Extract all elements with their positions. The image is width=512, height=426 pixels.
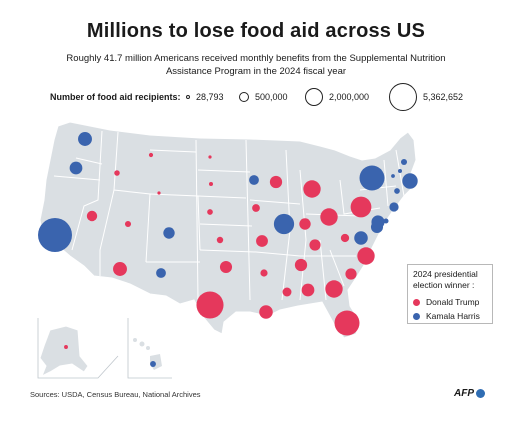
state-bubble-nc (357, 247, 375, 265)
color-legend-label: Donald Trump (426, 297, 480, 307)
source-note: Sources: USDA, Census Bureau, National A… (30, 390, 201, 399)
state-bubble-al (301, 283, 315, 297)
state-bubble-ks (216, 236, 224, 244)
size-legend-circle (305, 88, 323, 106)
state-bubble-co (163, 227, 175, 239)
size-legend-value: 2,000,000 (329, 92, 370, 102)
state-bubble-ma (402, 173, 418, 189)
state-bubble-de (383, 218, 389, 224)
afp-logo: AFP (454, 388, 485, 399)
size-legend: Number of food aid recipients: 28,793 50… (50, 80, 490, 114)
size-legend-item: 2,000,000 (305, 80, 369, 114)
state-bubble-ut (124, 220, 132, 228)
state-bubble-ms (282, 287, 292, 297)
color-legend-row: Kamala Harris (413, 309, 487, 323)
state-bubble-ne (207, 209, 213, 215)
map-title: Millions to lose food aid across US (86, 20, 426, 42)
state-bubble-sd (208, 181, 214, 187)
state-bubble-ny (359, 165, 385, 191)
state-bubble-ar (260, 269, 268, 277)
state-borders (53, 130, 405, 301)
state-bubble-wi (269, 175, 283, 189)
state-bubble-ga (325, 280, 343, 298)
color-legend-heading: 2024 presidential election winner : (413, 269, 478, 290)
size-legend-label: Number of food aid recipients: (50, 92, 181, 102)
state-bubble-ia (252, 204, 260, 212)
state-bubble-tx (196, 291, 224, 319)
state-bubble-wy (157, 191, 161, 195)
state-bubble-ri (394, 188, 400, 194)
color-legend: 2024 presidential election winner : Dona… (407, 264, 493, 324)
state-bubble-la (259, 305, 273, 319)
state-bubble-pa (350, 196, 372, 218)
state-bubble-wv (340, 233, 350, 243)
state-bubble-va (354, 231, 368, 245)
state-bubble-az (113, 262, 127, 276)
hawaii-shape (133, 338, 162, 370)
state-bubble-sc (345, 268, 357, 280)
state-bubble-id (114, 170, 120, 176)
state-bubble-mi (303, 180, 321, 198)
state-bubble-il (273, 213, 295, 235)
state-bubble-nm (156, 268, 166, 278)
state-bubble-wa (78, 132, 92, 146)
size-legend-value: 28,793 (196, 92, 224, 102)
state-bubble-nd (208, 155, 212, 159)
map-subtitle: Roughly 41.7 million Americans received … (66, 53, 446, 77)
state-bubble-ky (309, 239, 321, 251)
contiguous-us-shape (39, 121, 417, 339)
size-legend-item: 28,793 (186, 80, 224, 114)
afp-dot-icon (476, 389, 485, 398)
hawaii-inset-frame (127, 318, 172, 379)
state-bubble-or (69, 161, 83, 175)
state-bubble-mt (148, 152, 154, 158)
state-bubbles (38, 132, 418, 367)
state-bubble-tn (294, 258, 308, 272)
state-bubble-hi (150, 361, 156, 367)
color-legend-label: Kamala Harris (426, 311, 480, 321)
state-bubble-nh (397, 168, 403, 174)
state-bubble-nj (371, 215, 385, 229)
state-bubble-vt (391, 174, 395, 178)
size-legend-item: 5,362,652 (389, 80, 463, 114)
state-bubble-ok (219, 260, 233, 274)
state-bubble-ca (38, 218, 72, 252)
trump-swatch (413, 298, 420, 306)
afp-wordmark: AFP (454, 388, 474, 399)
state-bubble-fl (334, 310, 360, 336)
size-legend-circle (389, 83, 417, 111)
map-land (37, 121, 417, 379)
harris-swatch (413, 312, 420, 320)
state-bubble-mo (256, 235, 268, 247)
state-bubble-in (299, 218, 311, 230)
state-bubble-nv (86, 210, 98, 222)
state-bubble-mn (249, 175, 259, 185)
state-bubble-ak (64, 345, 68, 349)
size-legend-circle (239, 92, 249, 102)
state-bubble-ct (389, 202, 399, 212)
state-bubble-oh (320, 208, 338, 226)
alaska-inset-frame (37, 318, 119, 379)
alaska-shape (39, 325, 89, 378)
size-legend-item: 500,000 (239, 80, 288, 114)
color-legend-row: Donald Trump (413, 295, 487, 309)
state-bubble-me (400, 158, 408, 166)
size-legend-value: 5,362,652 (423, 92, 464, 102)
size-legend-value: 500,000 (255, 92, 288, 102)
size-legend-circle (186, 95, 190, 99)
